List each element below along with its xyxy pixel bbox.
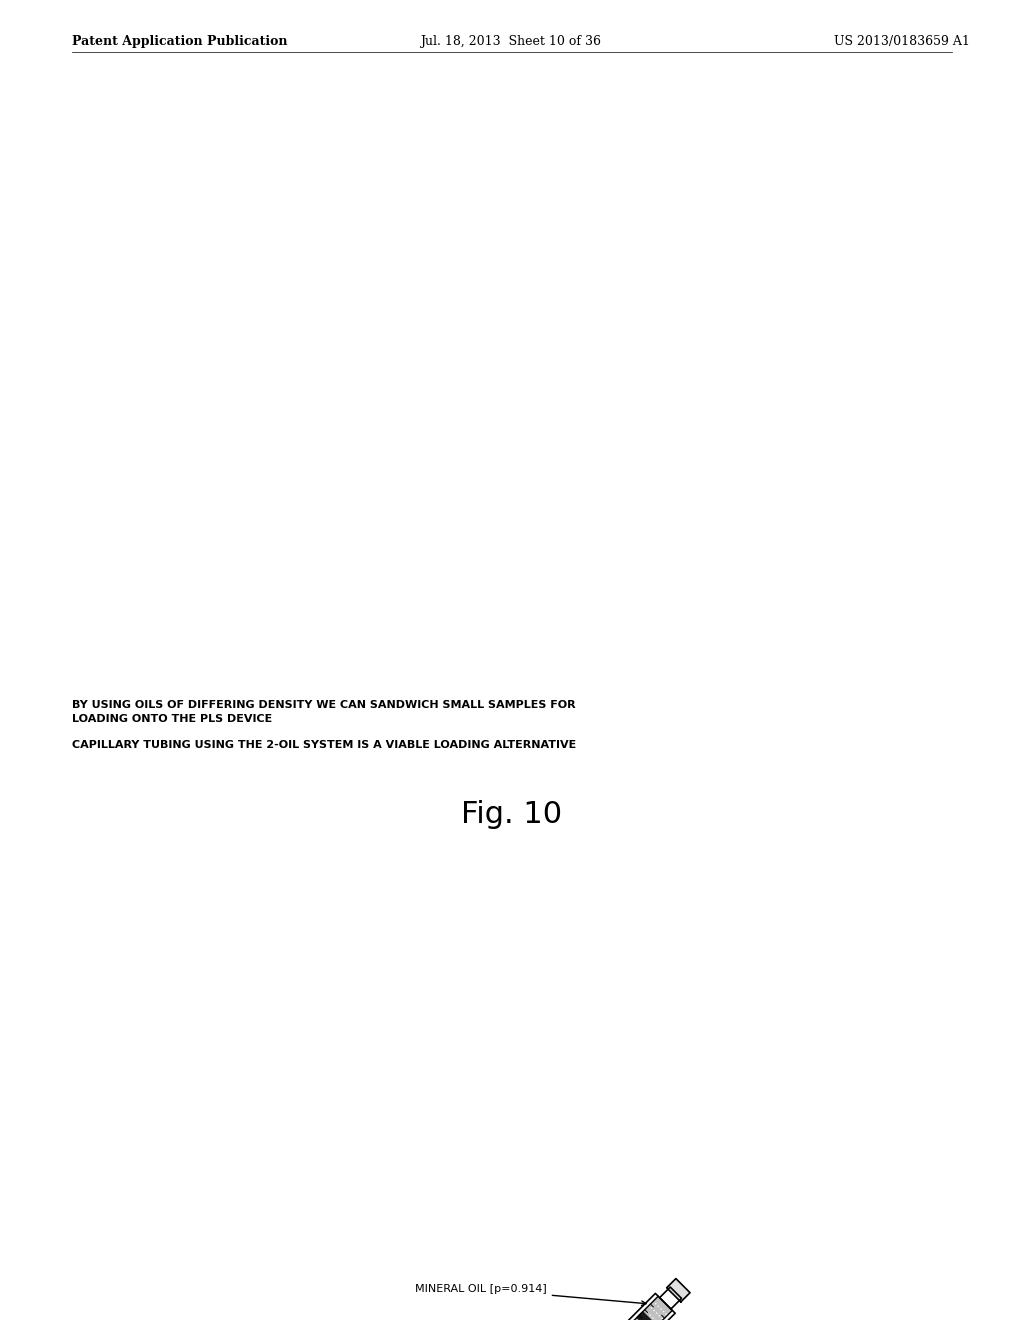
Text: MINERAL OIL [p=0.914]: MINERAL OIL [p=0.914] [415,1284,646,1305]
Polygon shape [667,1279,690,1302]
Polygon shape [637,1312,656,1320]
Text: Jul. 18, 2013  Sheet 10 of 36: Jul. 18, 2013 Sheet 10 of 36 [420,36,601,48]
Text: Patent Application Publication: Patent Application Publication [72,36,288,48]
Polygon shape [659,1287,682,1309]
Text: Fig. 10: Fig. 10 [462,800,562,829]
Text: BY USING OILS OF DIFFERING DENSITY WE CAN SANDWICH SMALL SAMPLES FOR
LOADING ONT: BY USING OILS OF DIFFERING DENSITY WE CA… [72,700,575,723]
Text: CAPILLARY TUBING USING THE 2-OIL SYSTEM IS A VIABLE LOADING ALTERNATIVE: CAPILLARY TUBING USING THE 2-OIL SYSTEM … [72,741,577,750]
Polygon shape [556,1294,675,1320]
Text: US 2013/0183659 A1: US 2013/0183659 A1 [835,36,970,48]
Polygon shape [567,1317,651,1320]
Polygon shape [643,1296,673,1320]
